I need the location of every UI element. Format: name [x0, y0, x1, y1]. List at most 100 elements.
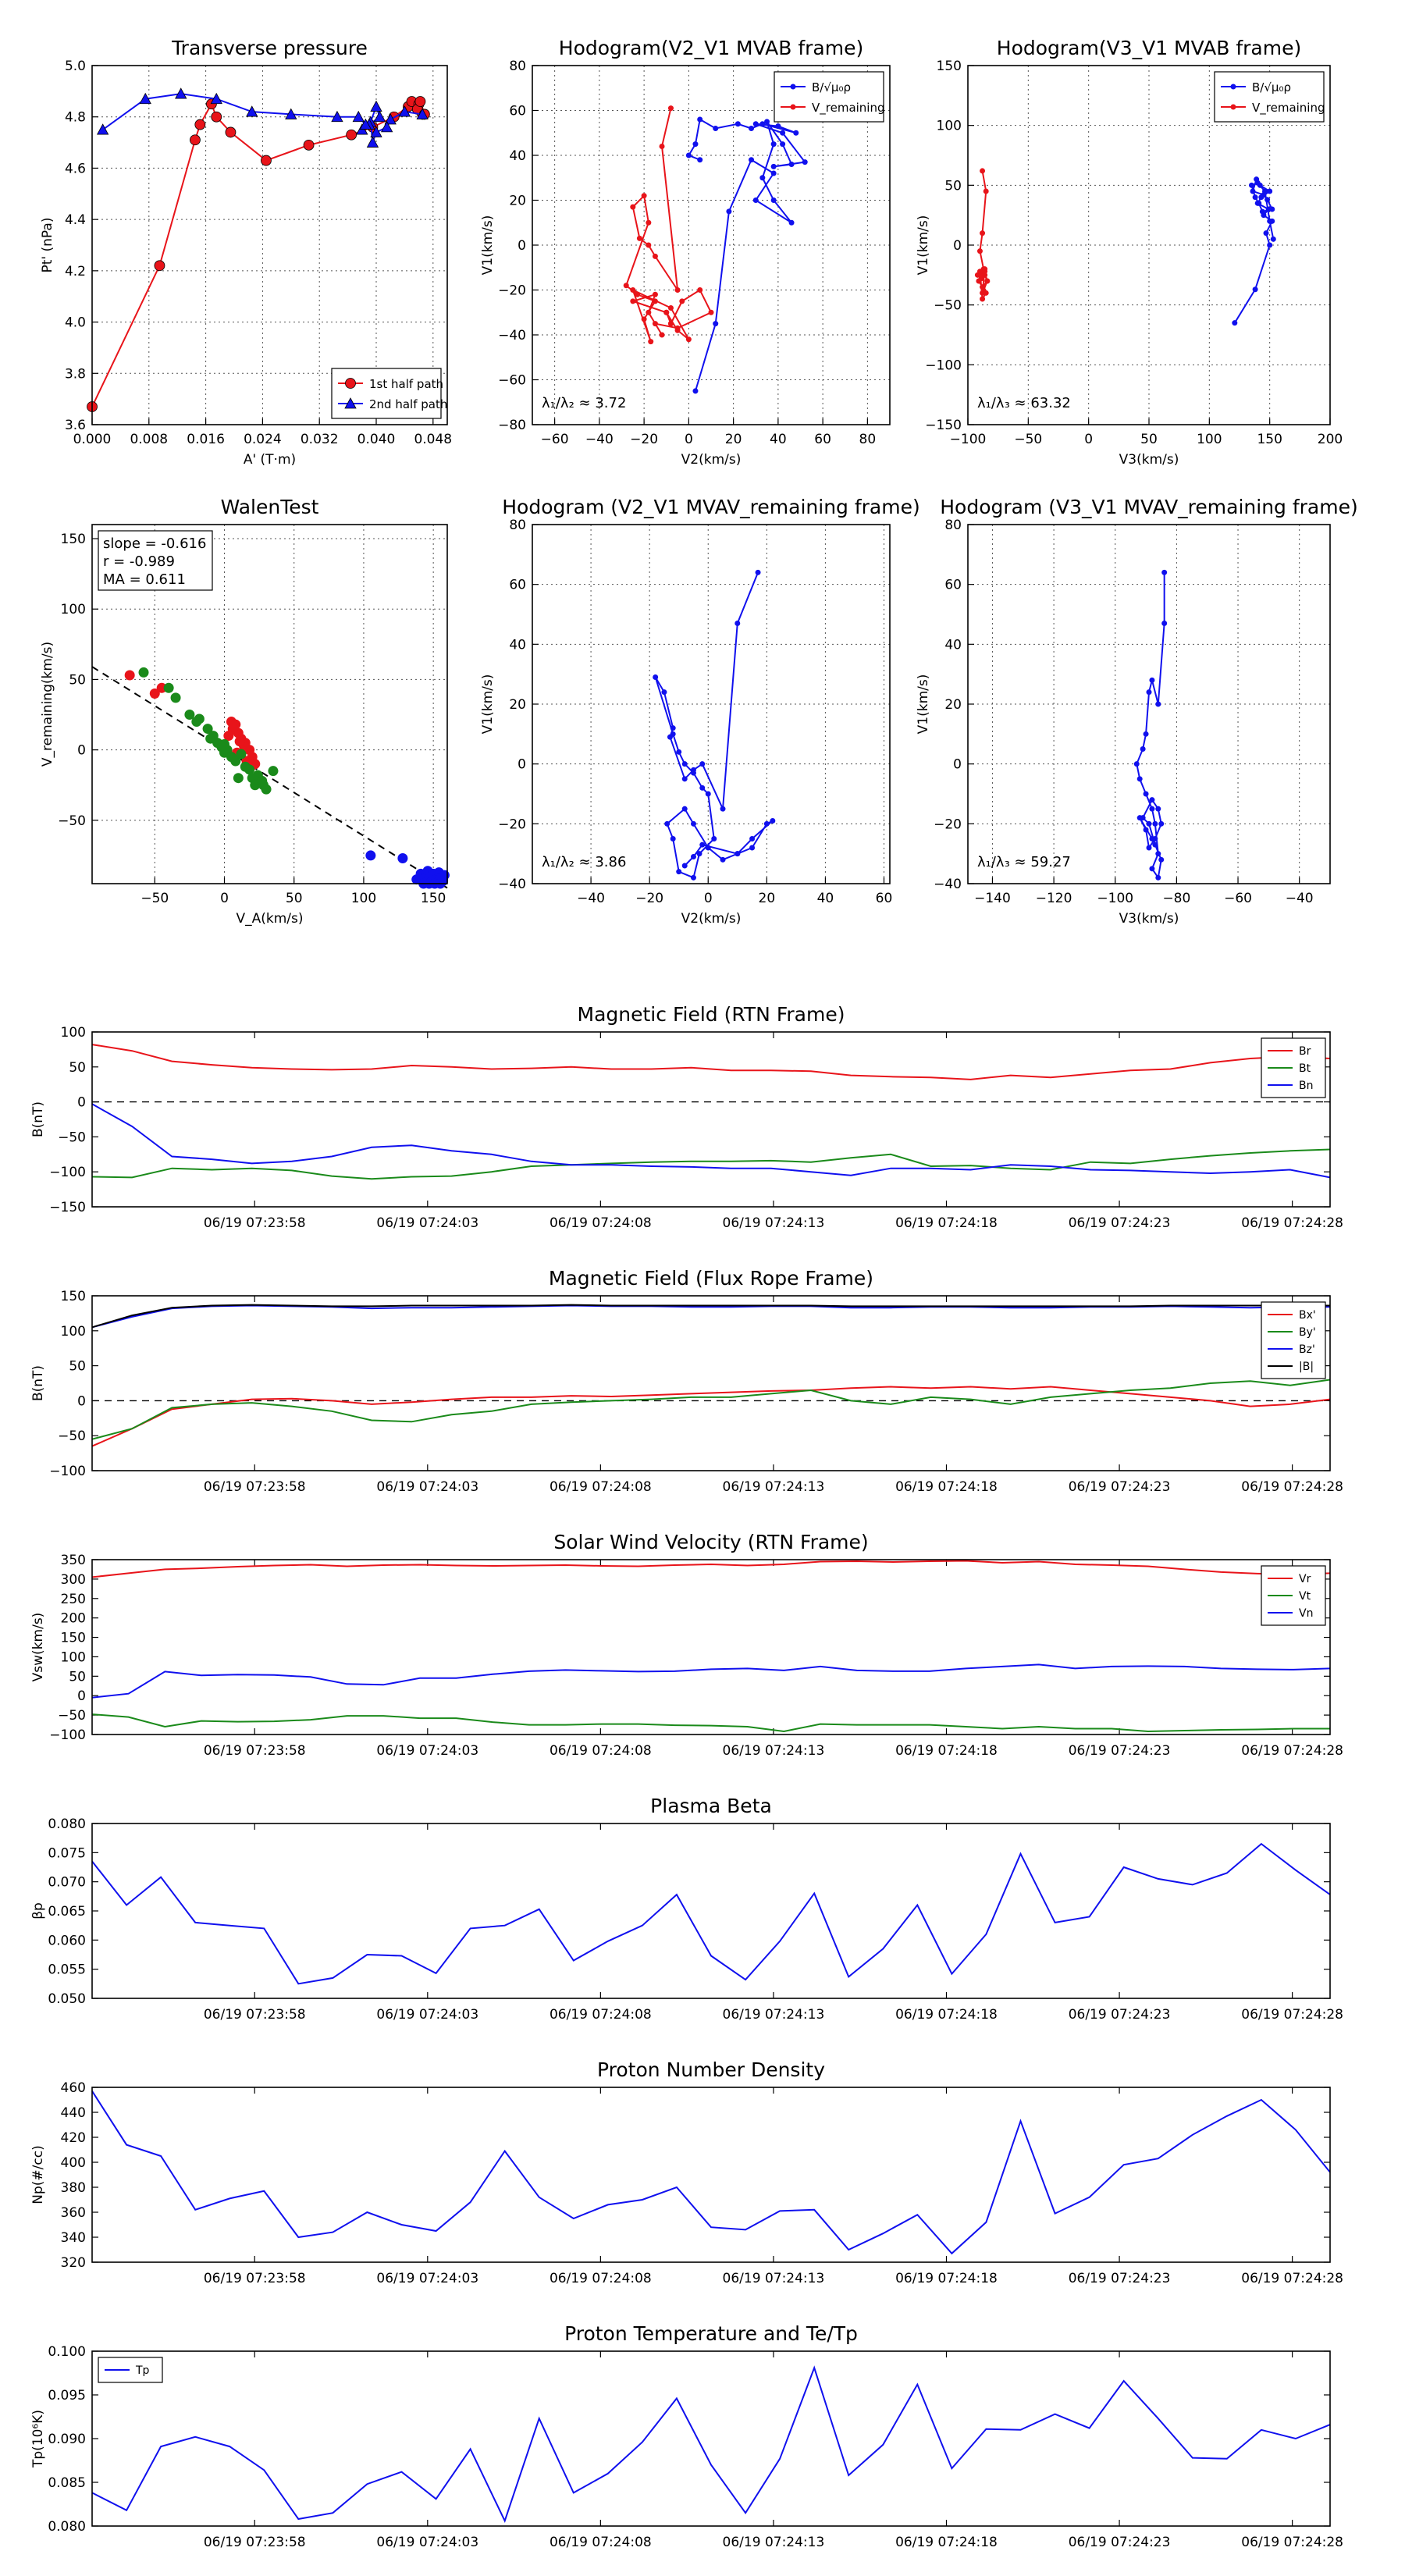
tick-label-y: 0.060 [48, 1933, 86, 1948]
time-tick-label: 06/19 07:24:08 [550, 2535, 652, 2550]
y-axis-label: V1(km/s) [916, 674, 931, 735]
data-point [705, 791, 711, 797]
data-point [679, 298, 685, 304]
panel-beta: Plasma Beta 0.050 0.055 0.060 0.065 0.070 0.07… [30, 1795, 1343, 2023]
data-point [149, 688, 160, 699]
data-point [788, 162, 795, 167]
data-point [976, 269, 983, 275]
data-point [1232, 320, 1238, 326]
tick-label-y: 380 [61, 2180, 86, 2196]
tick-label-x: −60 [541, 432, 569, 447]
stats-line: MA = 0.611 [103, 571, 186, 588]
y-axis-label: B(nT) [30, 1365, 46, 1401]
data-point [373, 110, 386, 123]
panel-np: Proton Number Density 320 340 360 380 400 420 4… [30, 2058, 1343, 2286]
tick-label-y: 0.095 [48, 2388, 86, 2403]
data-point [1267, 218, 1273, 224]
tick-label-y: 0.050 [48, 1991, 86, 2007]
panel-vsw: Solar Wind Velocity (RTN Frame) −100 −50 0 5… [30, 1531, 1343, 1759]
series-blue [365, 850, 450, 889]
time-tick-label: 06/19 07:24:03 [376, 1743, 478, 1759]
data-point [1230, 84, 1236, 90]
data-point [191, 717, 202, 728]
series-V [653, 569, 776, 881]
data-point [1263, 230, 1269, 237]
data-point [696, 851, 702, 857]
tick-label-y: −20 [498, 283, 526, 299]
data-point [749, 845, 756, 851]
series-V-remaining [974, 168, 991, 302]
tick-label-y: 0 [77, 1393, 86, 1409]
tick-label-y: −50 [934, 298, 962, 314]
data-point [1146, 845, 1152, 851]
tick-label-y: 4.4 [65, 212, 86, 228]
data-point [1155, 806, 1161, 812]
tick-label-x: 0.000 [73, 432, 112, 447]
panel-h2: Hodogram(V3_V1 MVAB frame) −100 −50 0 50 100 1… [916, 37, 1343, 468]
tick-label-y: 150 [61, 1289, 86, 1304]
data-point [788, 219, 795, 226]
legend: 1st half path 2nd half path [331, 368, 447, 419]
data-point [699, 841, 706, 848]
data-point [670, 725, 676, 731]
data-point [398, 105, 411, 117]
chart-title: Solar Wind Velocity (RTN Frame) [553, 1531, 868, 1553]
data-point [1261, 188, 1268, 194]
data-point [397, 853, 408, 864]
tick-label-y: 250 [61, 1592, 86, 1607]
tick-label-y: −20 [934, 817, 962, 832]
tick-label-y: 100 [61, 1649, 86, 1665]
tick-label-x: −20 [635, 891, 663, 906]
eigen-ratio-label: λ₁/λ₃ ≈ 59.27 [977, 854, 1071, 870]
time-tick-label: 06/19 07:23:58 [204, 2007, 306, 2023]
data-point [749, 836, 756, 841]
data-point [210, 92, 222, 105]
tick-label-x: −80 [1162, 891, 1190, 906]
legend-label: B/√μ₀ρ [812, 80, 851, 94]
tick-label-y: 0 [518, 757, 526, 773]
legend-label: V_remaining [812, 101, 885, 116]
data-point [202, 724, 213, 735]
data-point [1259, 208, 1265, 215]
data-point [735, 621, 741, 626]
data-point [205, 733, 216, 744]
data-point [770, 197, 777, 203]
legend: Vr Vt Vn [1261, 1565, 1326, 1626]
data-point [720, 856, 726, 863]
data-point [674, 325, 681, 331]
tick-label-x: −100 [1097, 891, 1133, 906]
legend-label: V_remaining [1252, 101, 1325, 116]
data-point [1155, 874, 1161, 881]
legend-label: 1st half path [369, 377, 443, 391]
tick-label-y: 3.6 [65, 418, 86, 433]
data-point [670, 731, 676, 737]
data-point [764, 119, 770, 125]
data-point [261, 155, 272, 166]
series-B- [1232, 176, 1276, 326]
tick-label-x: −120 [1036, 891, 1072, 906]
legend-label: Bz' [1299, 1343, 1315, 1356]
x-axis-label: V_A(km/s) [236, 911, 303, 927]
tick-label-x: 0 [704, 891, 713, 906]
tick-label-y: −60 [498, 373, 526, 389]
time-tick-label: 06/19 07:24:08 [550, 2007, 652, 2023]
tick-label-x: 0.048 [414, 432, 452, 447]
data-point [1267, 242, 1273, 248]
panel-h4: Hodogram (V3_V1 MVAV_remaining frame) −14… [916, 496, 1358, 927]
data-point [667, 105, 674, 112]
time-tick-label: 06/19 07:24:08 [550, 1215, 652, 1231]
tick-label-y: 20 [944, 697, 962, 713]
data-point [681, 863, 688, 869]
legend-label: Bx' [1299, 1309, 1316, 1322]
chart-title: Transverse pressure [171, 37, 368, 59]
tick-label-y: 60 [509, 104, 526, 119]
panel-bfr: Magnetic Field (Flux Rope Frame) −100 −50 0… [30, 1267, 1343, 1495]
time-tick-label: 06/19 07:24:18 [895, 1743, 998, 1759]
data-point [976, 278, 982, 284]
data-point [1269, 206, 1275, 212]
data-point [983, 188, 989, 194]
tick-label-x: 100 [351, 891, 376, 906]
plot-frame [967, 524, 1331, 884]
legend-label: Br [1299, 1045, 1311, 1058]
tick-label-x: −50 [1014, 432, 1042, 447]
